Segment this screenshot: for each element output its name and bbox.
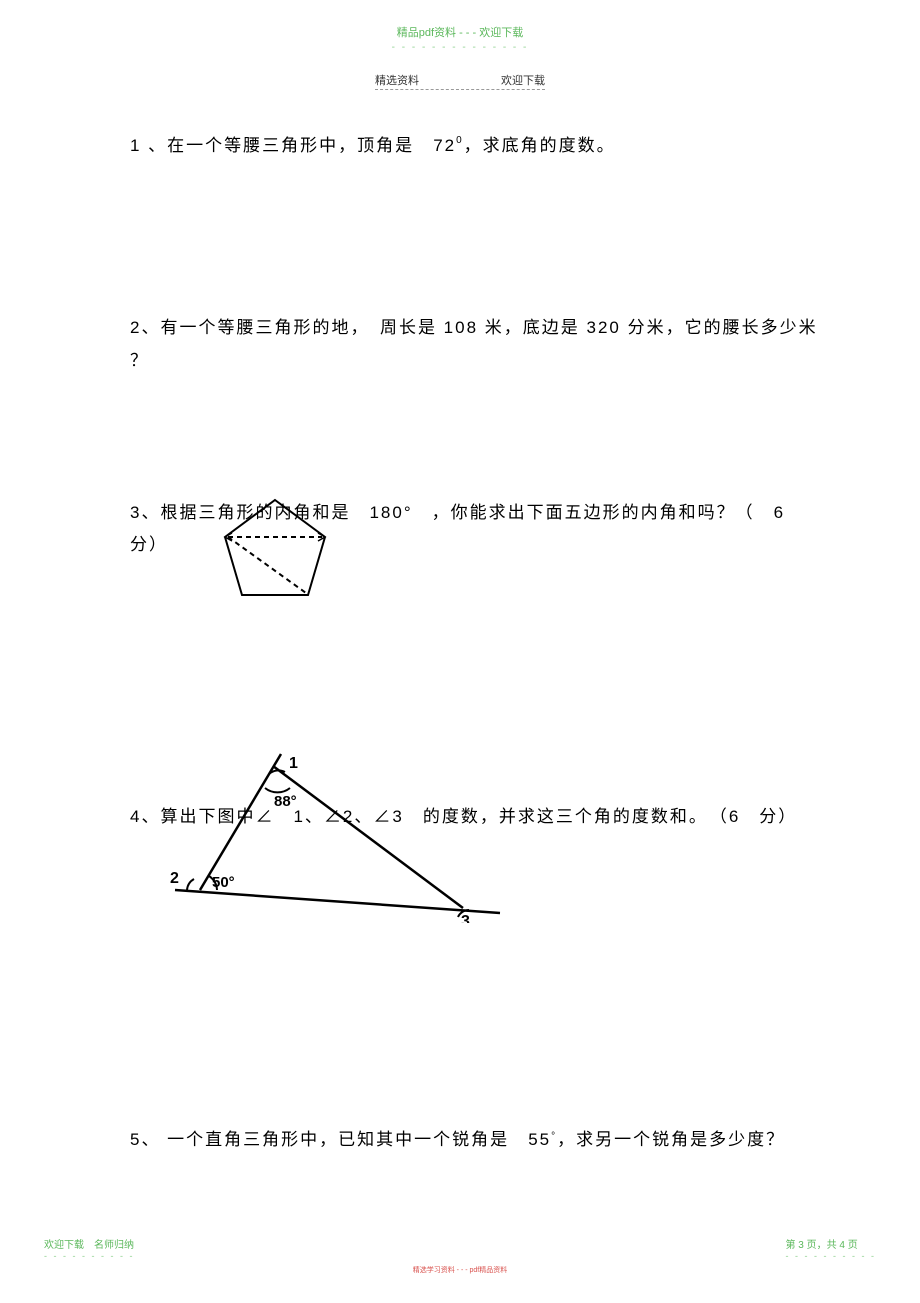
doc-subheader: 精选资料 欢迎下载 (375, 72, 545, 90)
footer-page-info: 第 3 页，共 4 页 (786, 1236, 876, 1251)
q1-pre: 1 、在一个等腰三角形中，顶角是 (130, 136, 433, 155)
footer-left: 欢迎下载 名师归纳 - - - - - - - - - - (44, 1236, 134, 1261)
q1-angle: 72 (433, 136, 456, 155)
triangle-svg: 1 88° 2 50° 3 (165, 748, 505, 923)
watermark-dashes: - - - - - - - - - - - - - - (392, 42, 529, 53)
footer-bottom-watermark: 精选学习资料 - - - pdf精品资料 (413, 1265, 508, 1275)
watermark-text: 精品pdf资料 - - - 欢迎下载 (392, 24, 529, 40)
watermark-top: 精品pdf资料 - - - 欢迎下载 - - - - - - - - - - -… (392, 24, 529, 53)
question-2: 2、有一个等腰三角形的地， 周长是 108 米，底边是 320 分米，它的腰长多… (130, 312, 820, 377)
tri-base (175, 890, 500, 913)
page-content: 1 、在一个等腰三角形中，顶角是 720，求底角的度数。 2、有一个等腰三角形的… (130, 130, 820, 1156)
q5-sup: ° (551, 1131, 557, 1142)
q5-angle: 55 (528, 1130, 551, 1149)
subheader-right: 欢迎下载 (501, 72, 545, 88)
triangle-figure: 1 88° 2 50° 3 (165, 748, 505, 928)
tri-left (200, 754, 281, 890)
label-2: 2 (170, 870, 179, 887)
arc-88 (265, 788, 290, 792)
footer-right-dash: - - - - - - - - - - (786, 1251, 876, 1261)
question-5: 5、 一个直角三角形中，已知其中一个锐角是 55°，求另一个锐角是多少度？ (130, 1124, 820, 1156)
arc-2 (187, 879, 194, 890)
footer-right: 第 3 页，共 4 页 - - - - - - - - - - (786, 1236, 876, 1261)
q5-post: ，求另一个锐角是多少度？ (557, 1130, 785, 1149)
subheader-left: 精选资料 (375, 72, 419, 88)
q5-pre: 5、 一个直角三角形中，已知其中一个锐角是 (130, 1130, 528, 1149)
question-1: 1 、在一个等腰三角形中，顶角是 720，求底角的度数。 (130, 130, 820, 162)
label-88: 88° (274, 793, 297, 810)
tri-right (273, 766, 463, 908)
label-3: 3 (461, 913, 470, 923)
q1-post: ，求底角的度数。 (464, 136, 616, 155)
label-1: 1 (289, 755, 298, 772)
footer-left-text: 欢迎下载 名师归纳 (44, 1236, 134, 1251)
q1-sup: 0 (456, 135, 464, 146)
pentagon-figure (220, 495, 335, 610)
pentagon-svg (220, 495, 335, 605)
footer-left-dash: - - - - - - - - - - (44, 1251, 134, 1261)
label-50: 50° (212, 874, 235, 891)
pentagon-shape (225, 500, 325, 595)
